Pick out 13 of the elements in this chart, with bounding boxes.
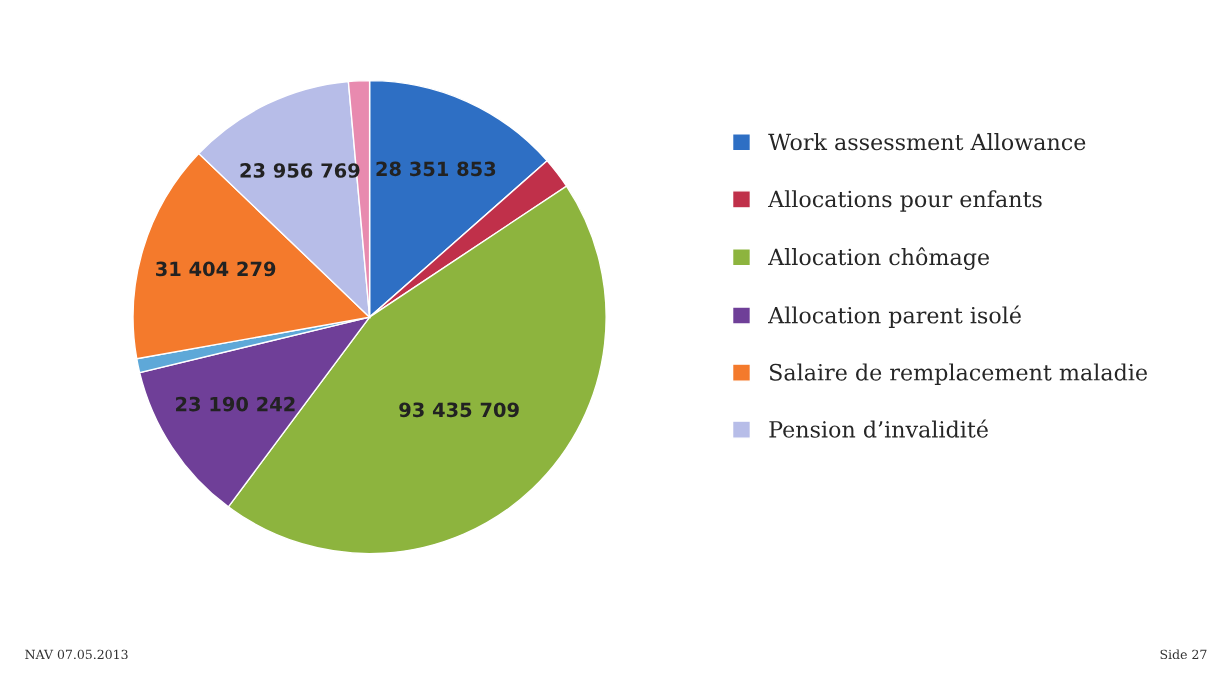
- legend-label: Salaire de remplacement maladie: [770, 363, 1147, 385]
- data-label: 28 351 853: [376, 161, 496, 177]
- data-label: 31 404 279: [156, 261, 276, 277]
- text: NAV 07.05.2013: [25, 649, 128, 660]
- data-label: 23 190 242: [176, 396, 295, 412]
- data-label: 93 435 709: [399, 402, 519, 418]
- legend-label: Allocations pour enfants: [768, 190, 1042, 212]
- legend-label: Allocation chômage: [768, 247, 989, 270]
- text: Side 27: [1160, 649, 1207, 660]
- data-label: 23 956 769: [240, 163, 360, 178]
- legend-label: Work assessment Allowance: [768, 133, 1086, 151]
- legend-label: Allocation parent isolé: [768, 305, 1021, 328]
- legend-label: Pension d’invalidité: [769, 419, 988, 438]
